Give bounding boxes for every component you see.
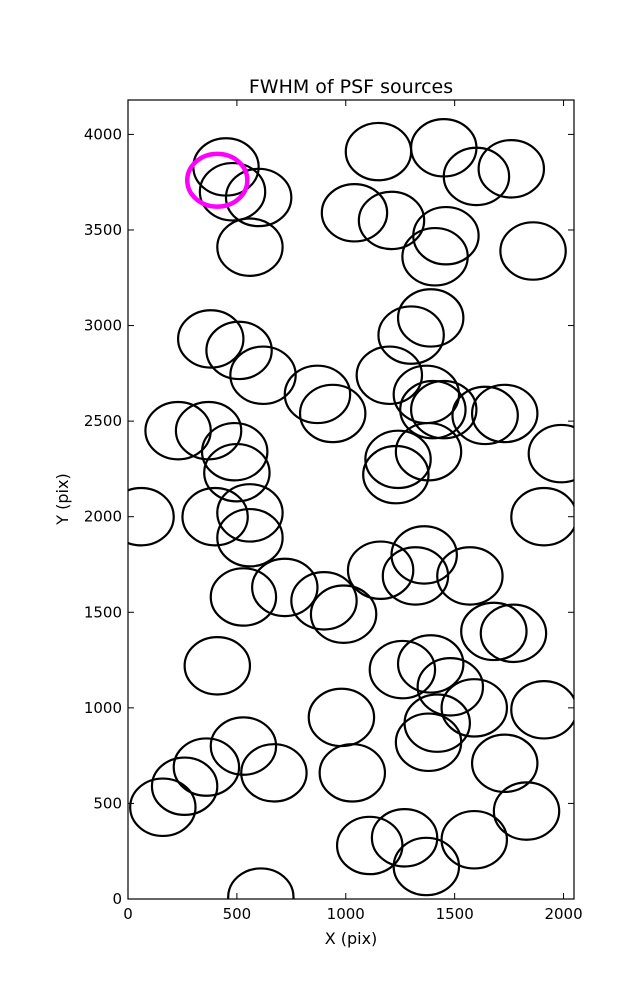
source-circle (216, 507, 284, 568)
x-tick-label: 0 (123, 905, 133, 923)
y-tick-label: 0 (112, 890, 122, 908)
source-circle (479, 603, 548, 664)
source-circle (410, 379, 478, 440)
y-tick-label: 4000 (84, 125, 122, 143)
source-circle (470, 733, 539, 794)
source-circle (150, 756, 219, 816)
source-circle (460, 601, 528, 662)
source-circle (357, 190, 426, 251)
source-circle (205, 320, 273, 381)
x-axis-label: X (pix) (325, 929, 378, 948)
source-circle (298, 383, 367, 444)
y-tick-label: 1500 (84, 603, 122, 621)
plot-frame (127, 99, 575, 900)
source-circle (510, 486, 574, 547)
source-circle (144, 400, 212, 461)
y-tick-label: 1000 (84, 699, 122, 717)
source-circle (240, 743, 308, 803)
source-circle (499, 221, 567, 281)
source-circle (251, 557, 319, 618)
source-circle (440, 809, 509, 870)
y-axis-label: Y (pix) (53, 473, 72, 525)
source-circle (470, 383, 539, 444)
source-circle (492, 781, 561, 841)
x-tick-label: 2000 (544, 905, 582, 923)
source-circle (309, 584, 378, 644)
source-circle (377, 305, 445, 365)
source-circle (510, 679, 574, 740)
source-circle (209, 567, 278, 627)
source-circle (440, 678, 509, 738)
source-circle (320, 183, 389, 243)
source-circle (128, 486, 175, 547)
source-circle (368, 639, 437, 700)
source-circle (442, 146, 511, 207)
sources-layer (128, 118, 574, 899)
source-circle (346, 540, 415, 600)
source-circle (224, 167, 293, 228)
y-tick-label: 2500 (84, 412, 122, 430)
x-tick-label: 1500 (436, 905, 474, 923)
source-circle (527, 423, 574, 484)
source-circle (477, 139, 546, 199)
source-circle (390, 525, 458, 585)
source-circle (396, 634, 465, 694)
source-circle (172, 737, 241, 797)
source-circle (290, 571, 358, 631)
source-circle (370, 808, 439, 868)
y-tick-label: 3500 (84, 221, 122, 239)
source-circle (401, 226, 469, 287)
x-tick-label: 1000 (327, 905, 365, 923)
source-circle (203, 442, 271, 503)
source-circle (362, 444, 430, 505)
source-circle (227, 867, 295, 899)
source-circle (396, 288, 465, 348)
source-circle (381, 546, 450, 606)
source-circle (451, 385, 519, 446)
source-circle (436, 546, 504, 606)
source-circle (394, 712, 463, 773)
source-circle (216, 483, 284, 543)
y-tick-label: 500 (93, 794, 122, 812)
x-tick-label: 500 (223, 905, 252, 923)
source-circle (181, 486, 249, 547)
source-circle (183, 636, 252, 696)
source-circle (209, 716, 278, 776)
source-circle (229, 345, 297, 406)
y-tick-label: 2000 (84, 508, 122, 526)
source-circle (198, 161, 267, 222)
source-circle (364, 429, 432, 490)
source-circle (355, 345, 424, 406)
source-circle (335, 815, 404, 876)
source-circle (392, 836, 461, 897)
source-circle (176, 309, 245, 369)
chart-title: FWHM of PSF sources (249, 76, 453, 98)
source-circle (416, 657, 485, 717)
source-circle (129, 777, 197, 838)
ticks-layer: 0 500 1000 1500 2000 0 500 1000 1500 2000 2500 3000… (84, 100, 583, 923)
source-circle (283, 364, 352, 425)
source-circle (399, 379, 467, 440)
source-circle (216, 217, 284, 277)
highlighted-source-circle (184, 151, 250, 209)
source-circle (200, 421, 269, 482)
source-circle (318, 743, 387, 803)
y-tick-label: 3000 (84, 317, 122, 335)
